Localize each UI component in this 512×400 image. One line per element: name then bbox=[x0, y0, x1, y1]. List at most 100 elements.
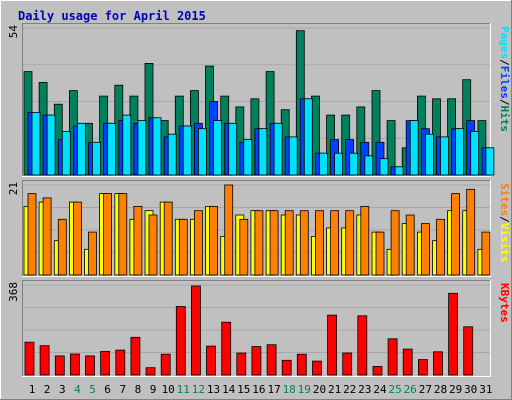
bar-pages-day-30 bbox=[470, 130, 480, 176]
bar-kbytes-day-7 bbox=[115, 349, 126, 376]
x-tick-label-day-13: 13 bbox=[207, 383, 220, 396]
x-tick-label-day-6: 6 bbox=[104, 383, 111, 396]
x-tick-label-day-24: 24 bbox=[373, 383, 387, 396]
bar-pages-day-18 bbox=[288, 136, 298, 176]
bar-pages-day-20 bbox=[319, 152, 328, 176]
bar-sites-day-12 bbox=[193, 210, 203, 276]
legend-item-visits: Visits bbox=[498, 223, 511, 263]
bar-sites-day-10 bbox=[163, 201, 173, 276]
bar-sites-day-27 bbox=[420, 223, 430, 276]
x-tick-label-day-2: 2 bbox=[44, 383, 51, 396]
bar-kbytes-day-27 bbox=[417, 359, 428, 376]
bar-sites-day-5 bbox=[88, 231, 97, 276]
bar-pages-day-27 bbox=[424, 133, 434, 176]
bar-sites-day-8 bbox=[133, 205, 143, 276]
bar-pages-day-19 bbox=[303, 98, 313, 176]
x-tick-label-day-10: 10 bbox=[162, 383, 175, 396]
bar-pages-day-6 bbox=[107, 122, 116, 176]
bar-pages-day-3 bbox=[61, 130, 71, 176]
bar-kbytes-day-22 bbox=[342, 352, 353, 376]
bar-sites-day-1 bbox=[27, 193, 37, 276]
bar-kbytes-day-10 bbox=[160, 353, 171, 376]
bar-pages-day-16 bbox=[258, 128, 268, 176]
bar-sites-day-17 bbox=[269, 210, 279, 276]
legend-item-kbytes: KBytes bbox=[498, 283, 511, 323]
bar-kbytes-day-26 bbox=[402, 348, 413, 376]
x-tick-label-day-7: 7 bbox=[119, 383, 126, 396]
bar-sites-day-24 bbox=[375, 231, 385, 276]
bar-pages-day-25 bbox=[394, 166, 404, 176]
bar-pages-day-11 bbox=[182, 125, 192, 176]
bar-sites-day-14 bbox=[224, 184, 234, 276]
x-tick-label-day-25: 25 bbox=[388, 383, 401, 396]
bar-kbytes-day-30 bbox=[463, 326, 474, 376]
panel-top: 54 Pages/Files/Hits bbox=[7, 23, 511, 177]
panel-middle: 21 Sites/Visits bbox=[7, 180, 511, 277]
y-axis-max-label: 21 bbox=[7, 182, 20, 195]
x-tick-label-day-18: 18 bbox=[283, 383, 296, 396]
bar-kbytes-day-12 bbox=[190, 285, 201, 376]
x-tick-label-day-31: 31 bbox=[479, 383, 492, 396]
x-tick-label-day-4: 4 bbox=[74, 383, 81, 396]
bar-pages-day-26 bbox=[409, 120, 419, 176]
bar-pages-day-12 bbox=[197, 128, 207, 176]
legend-item-hits: Hits bbox=[498, 106, 511, 133]
bar-pages-day-17 bbox=[273, 122, 283, 176]
bar-kbytes-day-8 bbox=[130, 336, 141, 376]
bar-sites-day-13 bbox=[209, 205, 218, 276]
bar-pages-day-31 bbox=[485, 147, 495, 176]
x-tick-label-day-26: 26 bbox=[404, 383, 417, 396]
x-tick-label-day-29: 29 bbox=[449, 383, 462, 396]
bar-pages-day-10 bbox=[167, 133, 177, 176]
x-tick-label-day-17: 17 bbox=[267, 383, 280, 396]
x-tick-label-day-9: 9 bbox=[150, 383, 157, 396]
x-tick-label-day-30: 30 bbox=[464, 383, 477, 396]
x-tick-label-day-20: 20 bbox=[313, 383, 326, 396]
x-tick-label-day-14: 14 bbox=[222, 383, 236, 396]
legend-separator: / bbox=[498, 59, 511, 66]
legend-item-sites: Sites bbox=[498, 183, 511, 216]
bar-kbytes-day-6 bbox=[100, 351, 110, 376]
x-tick-label-day-12: 12 bbox=[192, 383, 205, 396]
x-tick-label-day-22: 22 bbox=[343, 383, 356, 396]
bar-sites-day-28 bbox=[436, 218, 445, 276]
bar-kbytes-day-23 bbox=[357, 315, 368, 376]
bar-sites-day-9 bbox=[148, 214, 158, 276]
legend-item-pages: Pages bbox=[498, 26, 511, 59]
x-tick-label-day-1: 1 bbox=[29, 383, 36, 396]
bar-pages-day-7 bbox=[122, 114, 132, 176]
bar-sites-day-2 bbox=[42, 197, 52, 276]
bar-pages-day-15 bbox=[243, 139, 253, 176]
bar-kbytes-day-20 bbox=[312, 360, 322, 376]
bar-sites-day-23 bbox=[360, 205, 370, 276]
x-tick-label-day-11: 11 bbox=[177, 383, 190, 396]
x-tick-label-day-28: 28 bbox=[434, 383, 447, 396]
bar-pages-day-1 bbox=[31, 112, 41, 176]
panel-bottom: 368 KBytes bbox=[7, 280, 511, 377]
x-tick-label-day-19: 19 bbox=[298, 383, 311, 396]
legend-bottom: KBytes bbox=[498, 283, 511, 323]
bar-kbytes-day-9 bbox=[145, 367, 156, 376]
bar-sites-day-19 bbox=[299, 210, 309, 276]
bar-kbytes-day-11 bbox=[175, 306, 186, 376]
bar-kbytes-day-21 bbox=[327, 314, 338, 376]
x-tick-label-day-3: 3 bbox=[59, 383, 66, 396]
y-axis-max-label: 368 bbox=[7, 282, 20, 302]
x-tick-label-day-15: 15 bbox=[237, 383, 250, 396]
bar-sites-day-22 bbox=[345, 210, 355, 276]
bar-pages-day-8 bbox=[137, 120, 147, 176]
bar-pages-day-9 bbox=[152, 117, 162, 176]
bar-pages-day-24 bbox=[379, 158, 389, 176]
bar-pages-day-29 bbox=[455, 128, 465, 176]
bar-kbytes-day-18 bbox=[281, 359, 292, 376]
y-axis-max-label: 54 bbox=[7, 25, 20, 39]
bar-kbytes-day-24 bbox=[372, 365, 383, 376]
chart-title: Daily usage for April 2015 bbox=[18, 9, 206, 23]
bar-pages-day-13 bbox=[213, 120, 222, 176]
bar-pages-day-2 bbox=[46, 114, 56, 176]
bar-sites-day-16 bbox=[254, 210, 264, 276]
bar-sites-day-11 bbox=[178, 218, 188, 276]
bar-kbytes-day-1 bbox=[24, 341, 35, 376]
bar-sites-day-18 bbox=[284, 210, 294, 276]
